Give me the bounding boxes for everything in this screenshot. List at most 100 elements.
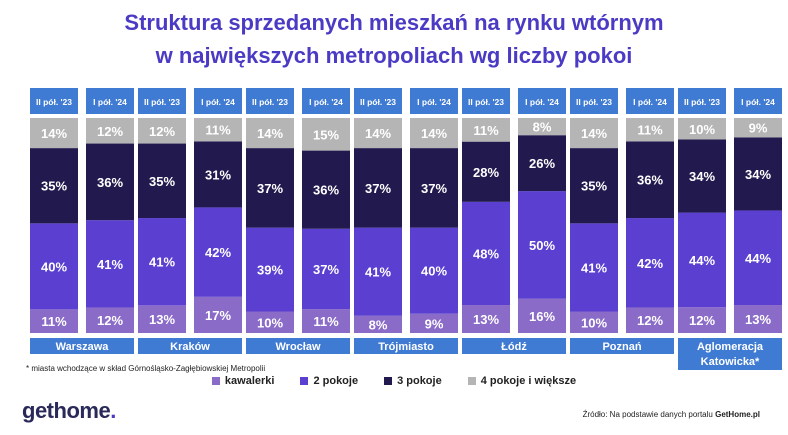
bar-segment-2-pokoje	[570, 223, 618, 312]
bar-segment-kawalerki	[138, 305, 186, 333]
data-label: 42%	[205, 245, 231, 260]
period-header-box	[518, 88, 566, 114]
chart-title-line1: Struktura sprzedanych mieszkań na rynku …	[124, 10, 664, 35]
data-label: 11%	[205, 123, 231, 138]
legend-swatch-4-pokoje	[467, 377, 476, 385]
bar-segment-2-pokoje	[30, 223, 78, 310]
legend-label-3-pokoje: 3 pokoje	[397, 375, 442, 387]
period-header-box	[410, 88, 458, 114]
data-label: 35%	[149, 174, 175, 189]
period-label: II pół. '23	[468, 97, 504, 107]
bar-segment-2-pokoje	[86, 220, 134, 308]
source-brand: GetHome.pl	[715, 410, 760, 419]
period-label: II pół. '23	[36, 97, 72, 107]
bar-segment-4-pokoje-i-większe	[194, 118, 242, 142]
period-header-box	[354, 88, 402, 114]
data-label: 12%	[149, 124, 175, 139]
data-label: 31%	[205, 167, 231, 182]
period-label: II pół. '23	[684, 97, 720, 107]
legend-swatch-2-pokoje	[300, 377, 309, 385]
data-label: 35%	[581, 179, 607, 194]
chart-title-line2: w największych metropoliach wg liczby po…	[155, 43, 633, 68]
bar-segment-2-pokoje	[410, 227, 458, 314]
bar-segment-3-pokoje	[30, 148, 78, 224]
bar-segment-2-pokoje	[626, 218, 674, 308]
bar-segment-3-pokoje	[734, 137, 782, 211]
period-label: I pół. '24	[201, 97, 235, 107]
period-label: I pół. '24	[633, 97, 667, 107]
period-header-box	[734, 88, 782, 114]
period-label: II pół. '23	[144, 97, 180, 107]
legend-label-2-pokoje: 2 pokoje	[313, 375, 359, 387]
data-label: 15%	[313, 127, 339, 142]
stacked-bar-chart: Warszawa II pół. '23 11% 40% 35% 14% I pół. '2…	[30, 88, 782, 370]
data-label: 14%	[257, 126, 283, 141]
data-label: 10%	[581, 315, 607, 330]
city-label: Katowicka*	[701, 356, 760, 368]
period-header-box	[626, 88, 674, 114]
bar-segment-3-pokoje	[194, 141, 242, 208]
data-label: 14%	[365, 126, 391, 141]
data-label: 37%	[313, 262, 339, 277]
bar-segment-3-pokoje	[570, 148, 618, 224]
bar-segment-2-pokoje	[518, 191, 566, 299]
data-label: 11%	[313, 314, 339, 329]
legend-item-3-pokoje: 3 pokoje	[384, 375, 442, 387]
data-label: 36%	[313, 183, 339, 198]
bar-segment-kawalerki	[302, 309, 350, 333]
bar-segment-3-pokoje	[138, 143, 186, 219]
bar-segment-2-pokoje	[734, 210, 782, 306]
period-header-box	[570, 88, 618, 114]
period-header-box	[194, 88, 242, 114]
data-label: 12%	[689, 313, 715, 328]
bar-segment-2-pokoje	[302, 228, 350, 310]
data-label: 41%	[365, 265, 391, 280]
bar-segment-4-pokoje-i-większe	[138, 118, 186, 144]
data-label: 50%	[529, 238, 555, 253]
data-label: 8%	[533, 120, 552, 135]
bar-segment-3-pokoje	[410, 148, 458, 228]
data-label: 36%	[97, 175, 123, 190]
bar-segment-kawalerki	[678, 307, 726, 333]
legend-swatch-3-pokoje	[384, 377, 393, 385]
period-header-box	[302, 88, 350, 114]
bar-segment-2-pokoje	[678, 212, 726, 308]
data-label: 8%	[369, 317, 388, 332]
bar-segment-4-pokoje-i-większe	[570, 118, 618, 149]
bar-segment-4-pokoje-i-większe	[246, 118, 294, 149]
bar-segment-2-pokoje	[354, 227, 402, 316]
city-label-box	[138, 338, 242, 354]
data-label: 37%	[365, 181, 391, 196]
city-label: Aglomeracja	[697, 341, 764, 353]
bar-segment-kawalerki	[354, 315, 402, 333]
bar-segment-kawalerki	[518, 298, 566, 333]
city-label: Poznań	[602, 341, 641, 353]
data-label: 35%	[41, 179, 67, 194]
data-label: 41%	[581, 260, 607, 275]
data-label: 39%	[257, 263, 283, 278]
bar-segment-4-pokoje-i-większe	[354, 118, 402, 149]
data-label: 44%	[745, 251, 771, 266]
bar-segment-4-pokoje-i-większe	[86, 118, 134, 144]
city-label: Łódź	[501, 341, 527, 353]
legend-label-kawalerki: kawalerki	[224, 375, 275, 387]
bar-segment-4-pokoje-i-większe	[678, 118, 726, 140]
data-label: 12%	[637, 313, 663, 328]
data-label: 37%	[421, 181, 447, 196]
city-label: Wrocław	[275, 341, 320, 353]
data-label: 9%	[425, 316, 444, 331]
data-label: 11%	[41, 314, 67, 329]
data-label: 14%	[41, 126, 67, 141]
bar-segment-4-pokoje-i-większe	[626, 118, 674, 142]
data-label: 12%	[97, 313, 123, 328]
data-label: 48%	[473, 246, 499, 261]
city-label: Trójmiasto	[378, 341, 434, 353]
period-header-box	[138, 88, 186, 114]
data-label: 10%	[689, 122, 715, 137]
data-label: 17%	[205, 308, 231, 323]
data-label: 9%	[749, 121, 768, 136]
bar-segment-3-pokoje	[678, 139, 726, 213]
legend-item-4-pokoje: 4 pokoje i większe	[467, 375, 576, 387]
bar-segment-kawalerki	[194, 296, 242, 333]
data-label: 13%	[473, 312, 499, 327]
